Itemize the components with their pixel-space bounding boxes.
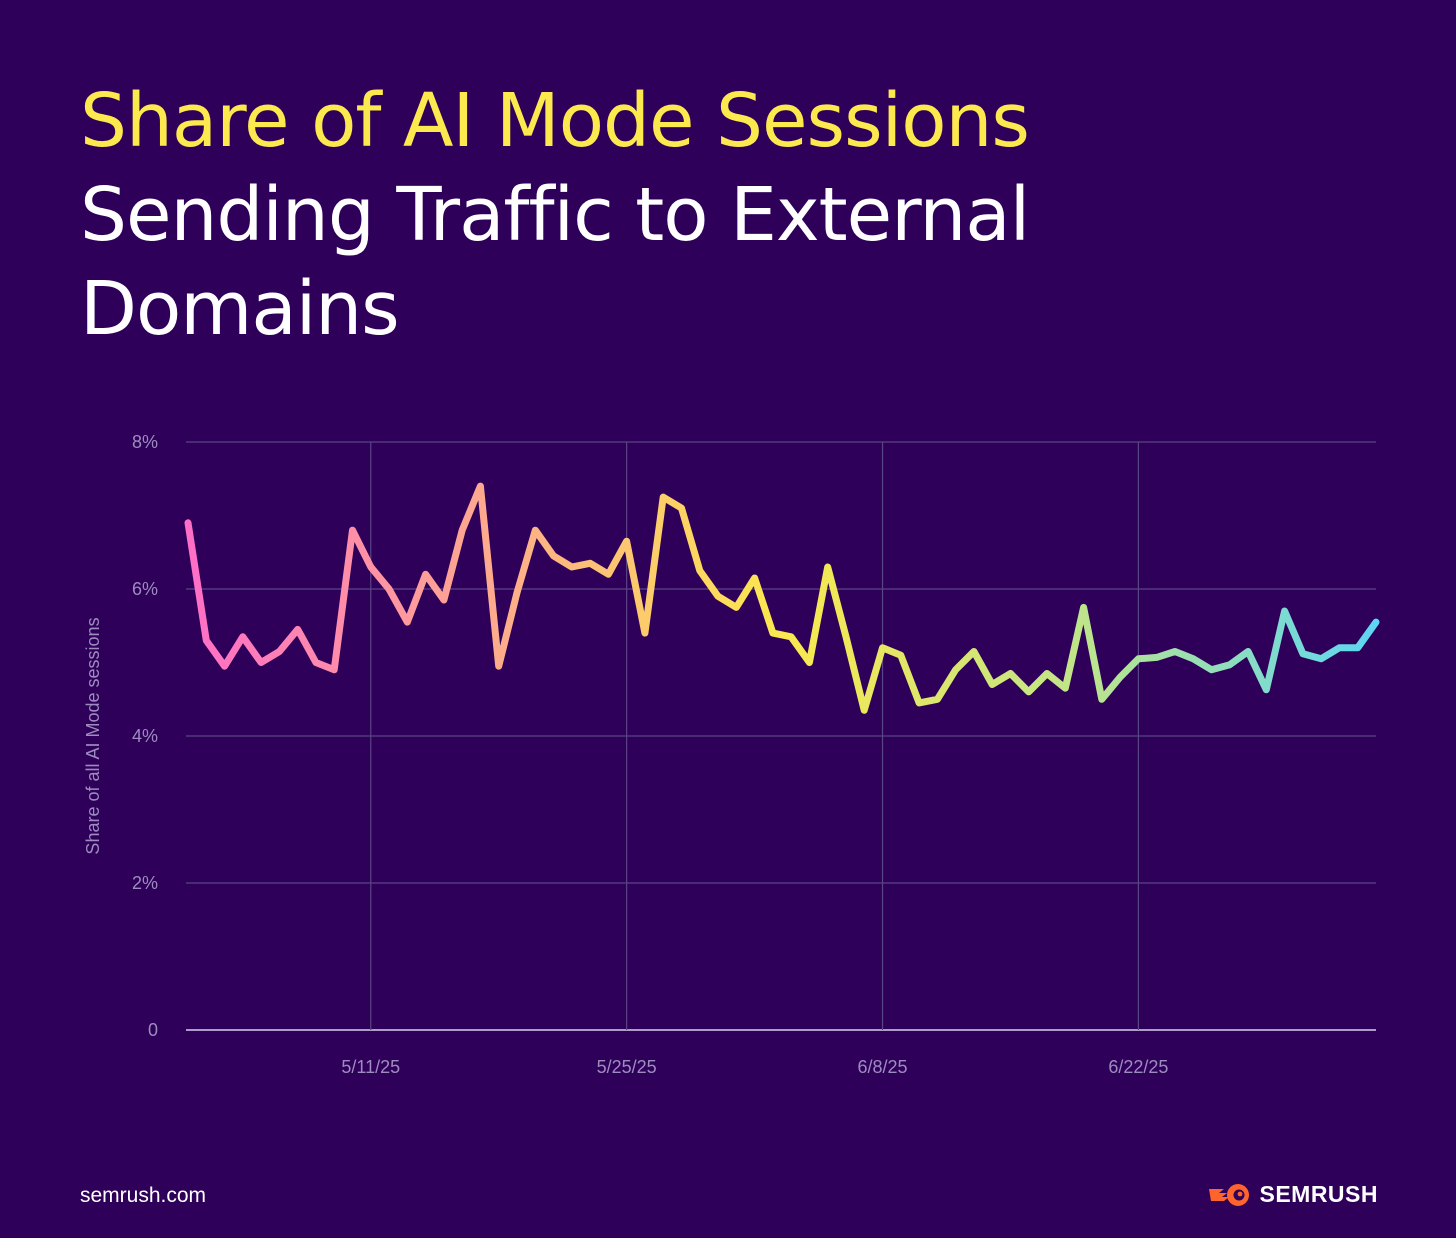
data-point [331,667,337,673]
brand-logo: SEMRUSH [1207,1181,1378,1208]
data-point [1081,604,1087,610]
data-point [1044,671,1050,677]
data-point [185,520,191,526]
data-point [1209,667,1215,673]
data-point [1099,696,1105,702]
data-point [1190,656,1196,662]
data-point [898,652,904,658]
data-point [733,604,739,610]
data-point [587,560,593,566]
data-point [861,707,867,713]
data-points [185,483,1379,713]
data-point [1062,685,1068,691]
data-point [1263,687,1269,693]
data-point [1355,645,1361,651]
chart-title-rest: Sending Traffic to External Domains [80,172,1030,352]
chart-title-highlight: Share of AI Mode Sessions [80,78,1030,164]
data-point [532,527,538,533]
y-tick-label: 2% [132,873,158,893]
data-point [697,568,703,574]
data-point [1135,656,1141,662]
data-point [1373,619,1379,625]
data-point [295,626,301,632]
data-point [1026,689,1032,695]
data-point [313,660,319,666]
y-tick-label: 0 [148,1020,158,1040]
y-axis-label: Share of all AI Mode sessions [83,617,103,854]
data-point [916,700,922,706]
data-point [605,571,611,577]
data-point [441,597,447,603]
data-point [843,634,849,640]
data-point [203,638,209,644]
data-point [880,645,886,651]
data-point [971,649,977,655]
data-point [222,663,228,669]
data-point [660,494,666,500]
data-point [806,660,812,666]
data-point [404,619,410,625]
data-point [496,663,502,669]
data-point [624,538,630,544]
y-tick-label: 4% [132,726,158,746]
data-point [1227,662,1233,668]
semrush-flame-icon [1209,1183,1250,1206]
data-point [1282,608,1288,614]
data-point [423,571,429,577]
y-axis-ticks: 0 2% 4% 6% 8% [132,432,158,1040]
data-point [715,593,721,599]
data-point [477,483,483,489]
data-point [1318,656,1324,662]
data-point [770,630,776,636]
vertical-gridlines [370,442,1140,1030]
x-tick-label: 5/11/25 [341,1057,400,1077]
data-point [1117,674,1123,680]
data-point [1008,671,1014,677]
data-point [258,660,264,666]
data-point [989,682,995,688]
data-point [1336,645,1342,651]
x-tick-label: 6/8/25 [857,1057,907,1077]
data-point [386,586,392,592]
data-point [825,564,831,570]
data-point [551,553,557,559]
data-point [1172,649,1178,655]
data-point [788,634,794,640]
data-point [1154,654,1160,660]
data-point [459,527,465,533]
x-tick-label: 5/25/25 [597,1057,657,1077]
x-tick-label: 6/22/25 [1108,1057,1168,1077]
data-point [1300,651,1306,657]
data-point [953,667,959,673]
data-point [679,505,685,511]
brand-name: SEMRUSH [1259,1181,1378,1207]
footer-site: semrush.com [80,1184,207,1207]
data-point [569,564,575,570]
data-point [514,590,520,596]
x-axis-ticks: 5/11/25 5/25/25 6/8/25 6/22/25 [341,1057,1168,1077]
data-point [368,564,374,570]
horizontal-gridlines [186,441,1376,1031]
data-point [276,649,282,655]
y-tick-label: 8% [132,432,158,452]
data-point [1245,649,1251,655]
y-tick-label: 6% [132,579,158,599]
data-point [240,634,246,640]
chart-title: Share of AI Mode Sessions Sending Traffi… [80,74,1180,356]
series-line [184,482,1380,714]
data-point [350,527,356,533]
data-point [752,575,758,581]
data-point [934,696,940,702]
data-point [642,630,648,636]
